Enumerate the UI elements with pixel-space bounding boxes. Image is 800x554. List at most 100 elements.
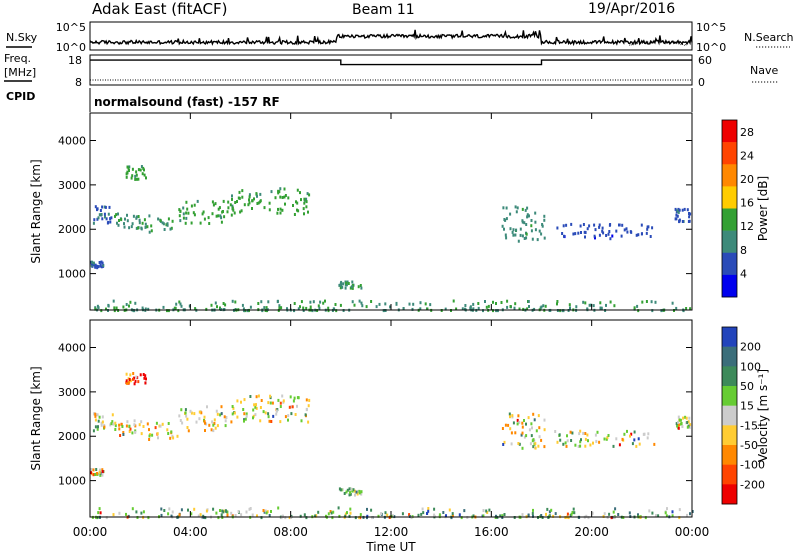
colorbar-tick-velocity: -50: [740, 439, 758, 452]
echo-cell: [621, 437, 624, 441]
echo-cell: [319, 300, 322, 304]
echo-cell: [349, 492, 352, 496]
echo-cell: [575, 305, 578, 309]
echo-cell: [222, 510, 225, 514]
echo-cell: [514, 302, 517, 306]
echo-cell: [157, 217, 160, 221]
echo-cell: [472, 302, 475, 306]
echo-cell: [469, 305, 472, 309]
echo-cell: [548, 510, 551, 514]
echo-cell: [214, 426, 217, 430]
echo-cell: [241, 303, 244, 307]
echo-cell: [411, 307, 414, 311]
echo-cell: [309, 305, 312, 309]
echo-cell: [215, 511, 218, 515]
echo-cell: [582, 300, 585, 304]
echo-cell: [299, 514, 302, 518]
ylabel-velocity: Slant Range [km]: [29, 366, 43, 470]
echo-cell: [589, 443, 592, 447]
echo-cell: [630, 230, 633, 234]
echo-cell: [568, 303, 571, 307]
echo-cell: [584, 235, 586, 239]
echo-cell: [135, 375, 138, 379]
echo-cell: [176, 434, 179, 438]
echo-cell: [464, 307, 466, 311]
echo-cell: [344, 286, 347, 290]
echo-cell: [154, 426, 157, 430]
echo-cell: [101, 470, 104, 474]
echo-cell: [173, 306, 176, 310]
echo-cell: [132, 377, 134, 381]
echo-cell: [521, 234, 524, 238]
echo-cell: [327, 512, 330, 516]
echo-cell: [102, 263, 105, 267]
noise-left-tick-bottom: 10^0: [56, 41, 86, 54]
echo-cell: [185, 414, 188, 418]
echo-cell: [686, 421, 689, 424]
echo-cell: [257, 302, 260, 305]
echo-cell: [299, 191, 301, 195]
echo-cell: [293, 309, 296, 313]
echo-cell: [206, 405, 208, 409]
freq-left-tick-top: 18: [68, 54, 82, 67]
echo-cell: [521, 431, 524, 435]
echo-cell: [444, 307, 447, 311]
echo-cell: [540, 438, 543, 442]
echo-cell: [127, 166, 130, 170]
echo-cell: [531, 426, 533, 430]
echo-cell: [267, 401, 270, 405]
echo-cell: [259, 192, 262, 196]
echo-cell: [521, 220, 524, 224]
echo-cell: [539, 306, 542, 310]
echo-cell: [248, 198, 250, 202]
freq-label-line1: Freq.: [4, 52, 31, 65]
echo-cell: [610, 516, 613, 520]
echo-cell: [142, 166, 145, 170]
noise-panel-frame: [89, 21, 693, 51]
echo-cell: [167, 512, 170, 516]
echo-cell: [162, 305, 165, 309]
echo-cell: [129, 427, 132, 431]
ytick-label-power: 2000: [58, 223, 86, 236]
echo-cell: [127, 514, 130, 518]
echo-cell: [100, 213, 103, 216]
echo-cell: [98, 415, 101, 419]
echo-cell: [408, 513, 411, 517]
echo-cell: [118, 219, 120, 222]
echo-cell: [607, 232, 610, 236]
echo-cell: [148, 428, 150, 432]
echo-cell: [344, 512, 347, 516]
echo-cell: [532, 445, 535, 449]
echo-cell: [215, 214, 218, 218]
echo-cell: [283, 187, 286, 191]
echo-cell: [509, 227, 512, 231]
echo-cell: [117, 223, 120, 227]
echo-cell: [133, 419, 136, 423]
echo-cell: [94, 412, 97, 416]
echo-cell: [512, 233, 515, 237]
echo-cell: [534, 446, 537, 450]
echo-cell: [359, 284, 362, 287]
echo-cell: [688, 215, 691, 219]
echo-cell: [126, 219, 129, 223]
echo-cell: [620, 234, 623, 238]
ylabel-power: Slant Range [km]: [29, 159, 43, 263]
echo-cell: [182, 206, 185, 210]
echo-cell: [128, 424, 131, 428]
echo-cell: [503, 440, 506, 444]
echo-cell: [97, 511, 100, 515]
echo-cell: [351, 300, 354, 304]
echo-cell: [252, 408, 255, 412]
echo-cell: [226, 510, 229, 514]
echo-cell: [358, 491, 361, 495]
echo-cell: [682, 416, 685, 420]
echo-cell: [346, 488, 349, 492]
echo-cell: [94, 263, 97, 267]
echo-cell: [279, 401, 282, 405]
echo-cell: [582, 223, 585, 226]
echo-cell: [245, 412, 248, 416]
echo-cell: [678, 423, 680, 427]
echo-cell: [638, 442, 641, 446]
panel-velocity: [89, 319, 738, 520]
nave-right-tick-bottom: 0: [698, 76, 705, 89]
